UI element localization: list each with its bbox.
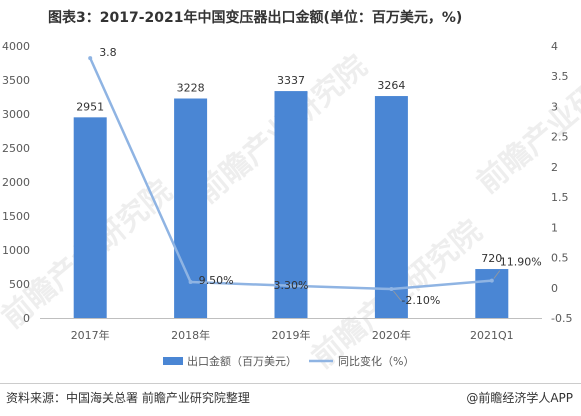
x-axis-tick-label: 2017年: [71, 328, 110, 342]
x-axis-tick-label: 2021Q1: [470, 329, 514, 342]
legend-label: 出口金额（百万美元）: [187, 354, 297, 368]
legend-swatch-bar: [163, 357, 183, 365]
line-point: [188, 280, 193, 285]
bar-value-label: 3228: [177, 81, 205, 94]
right-axis-tick-label: 0.5: [551, 252, 569, 265]
source-note: 资料来源：中国海关总署 前瞻产业研究院整理: [6, 391, 250, 405]
left-axis-tick-label: 0: [23, 312, 30, 325]
right-axis-tick-label: 3: [551, 100, 558, 113]
right-axis-tick-label: 2: [551, 161, 558, 174]
left-axis-tick-label: 500: [9, 278, 30, 291]
left-axis-tick-label: 1000: [2, 244, 30, 257]
label-leader-line: [393, 290, 402, 302]
right-axis-tick-label: 4: [551, 40, 558, 53]
x-axis-labels: 2017年 2018年 2019年 2020年 2021Q1: [71, 328, 514, 342]
line-value-label: 11.90%: [500, 256, 542, 269]
line-value-label: -2.10%: [401, 294, 440, 307]
right-axis-tick-label: 2.5: [551, 131, 569, 144]
footer-divider: [0, 383, 581, 384]
left-axis-tick-label: 2500: [2, 142, 30, 155]
bar-value-label: 720: [481, 252, 502, 265]
bar-value-label: 3264: [377, 79, 405, 92]
right-axis-tick-label: -0.5: [551, 312, 572, 325]
line-value-label: 3.8: [99, 46, 117, 59]
left-axis-tick-label: 3000: [2, 108, 30, 121]
x-axis-tick-label: 2020年: [372, 328, 411, 342]
left-axis-tick-label: 1500: [2, 210, 30, 223]
bar: [475, 269, 509, 318]
legend-label: 同比变化（%）: [338, 354, 414, 368]
right-axis: -0.5 0 0.5 1 1.5 2 2.5 3 3.5 4: [551, 40, 572, 325]
chart-title: 图表3：2017-2021年中国变压器出口金额(单位：百万美元，%): [48, 10, 463, 26]
line-point: [389, 287, 394, 292]
app-watermark: @前瞻经济学人APP: [466, 391, 573, 405]
x-axis-tick-label: 2019年: [272, 328, 311, 342]
right-axis-tick-label: 1.5: [551, 191, 569, 204]
right-axis-tick-label: 1: [551, 221, 558, 234]
bar-value-label: 3337: [277, 74, 305, 87]
left-axis: 0 500 1000 1500 2000 2500 3000 3500 4000: [2, 40, 30, 325]
line-point: [289, 283, 293, 288]
left-axis-tick-label: 4000: [2, 40, 30, 53]
line-value-label: 9.50%: [199, 274, 234, 287]
bar: [73, 117, 107, 318]
line-value-label: 3.30%: [274, 279, 309, 292]
legend: 出口金额（百万美元） 同比变化（%）: [163, 354, 414, 368]
x-axis-tick-label: 2018年: [171, 328, 210, 342]
bar: [374, 96, 408, 318]
label-leader-line: [493, 270, 501, 279]
line-point: [489, 278, 494, 283]
right-axis-tick-label: 0: [551, 282, 558, 295]
left-axis-tick-label: 2000: [2, 176, 30, 189]
right-axis-tick-label: 3.5: [551, 70, 569, 83]
line-point: [88, 56, 93, 61]
left-axis-tick-label: 3500: [2, 74, 30, 87]
bar: [274, 91, 308, 318]
bar-value-label: 2951: [76, 100, 104, 113]
line-series: 3.8 9.50% 3.30% -2.10% 11.90%: [88, 46, 542, 307]
